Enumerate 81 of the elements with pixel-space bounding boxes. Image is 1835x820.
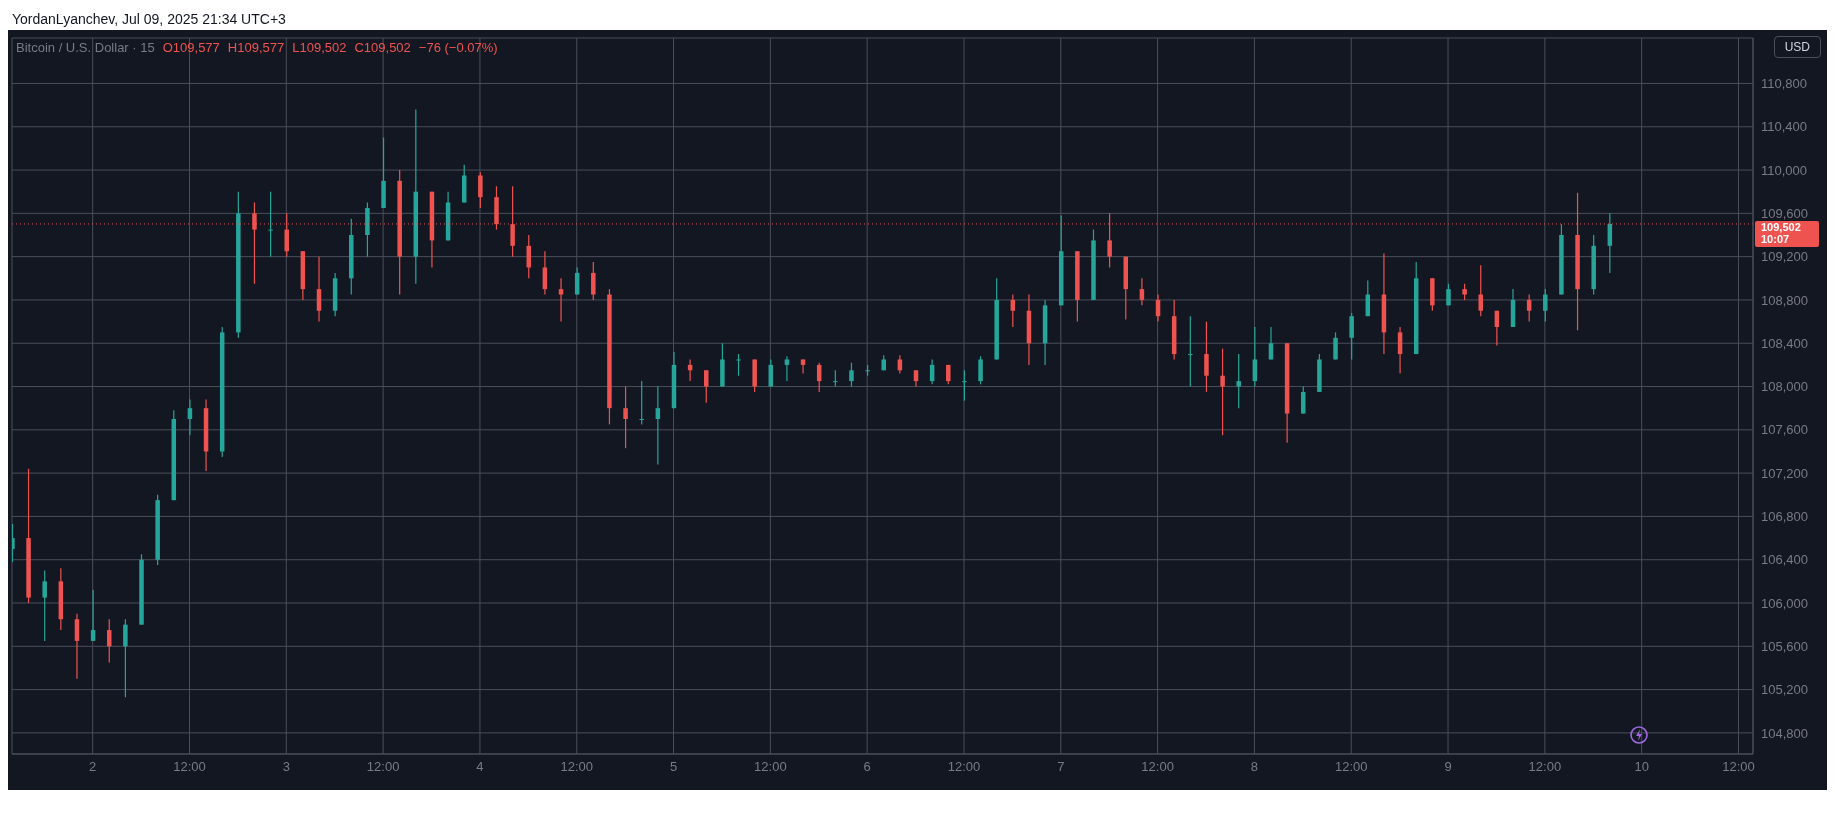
annotation: L109,502 [292,40,347,55]
candlestick [655,385,661,466]
candlestick [187,398,193,436]
y-tick-label: 105,600 [1761,638,1808,654]
candlestick [1252,326,1258,388]
candlestick [1543,288,1548,323]
candlestick [1010,293,1016,328]
candlestick [1301,385,1306,415]
candlestick [1478,264,1483,317]
x-tick-label: 4 [476,759,484,775]
candlestick [962,369,967,402]
annotation: H109,577 [227,40,285,55]
y-tick-label: 106,000 [1761,595,1808,611]
candlestick [784,355,790,382]
y-tick-label: 110,800 [1761,76,1808,92]
x-tick-label: 12:00 [1141,759,1174,775]
candlestick [42,569,47,642]
x-tick-label: 7 [1057,759,1065,775]
x-tick-label: 12:00 [173,759,206,775]
candlestick [123,618,128,698]
candlestick [639,380,644,426]
x-tick-label: 8 [1250,759,1259,775]
x-tick-label: 10 [1634,759,1649,775]
candlestick [1333,331,1338,361]
x-tick-label: 5 [669,759,678,775]
y-tick-label: 110,000 [1761,162,1808,178]
annotation: −76 (−0.07%) [418,40,498,55]
candlestick [1349,312,1354,361]
candlestick [800,358,806,375]
y-axis-title: USD [1773,36,1821,58]
annotation: O109,577 [162,40,220,55]
x-tick-label: 12:00 [754,759,787,775]
candlestick [623,385,628,449]
x-tick-label: 3 [282,759,290,775]
candlestick [978,355,983,385]
x-tick-label: 12:00 [560,759,594,775]
x-tick-label: 12:00 [1528,759,1562,775]
x-tick-label: 12:00 [1722,759,1755,775]
candlestick [74,613,80,680]
y-tick-label: 109,200 [1761,249,1808,265]
candlestick [768,358,774,388]
candlestick [1397,326,1403,375]
x-tick-label: 12:00 [366,759,400,775]
candlestick [704,369,709,404]
ref-line-label: 109,502 10:07 [1761,220,1801,245]
candlestick [90,589,96,642]
candlestick [1220,348,1225,436]
y-tick-label: 108,000 [1761,379,1808,395]
candlestick [897,354,903,375]
y-tick-label: 105,200 [1761,682,1808,698]
x-tick-label: 6 [863,759,871,775]
x-tick-label: 12:00 [947,759,981,775]
candlestick [1139,277,1145,306]
candlestick [478,171,483,209]
annotation: C109,502 [354,40,411,55]
chart-subtitle: YordanLyanchev, Jul 09, 2025 21:34 UTC+3 [11,10,287,29]
candlestick [849,362,854,388]
x-tick-label: 2 [89,759,97,775]
y-tick-label: 109,600 [1761,205,1808,221]
y-tick-label: 107,200 [1761,465,1808,481]
candlestick [542,250,548,296]
candlestick [736,353,741,377]
candlestick [558,277,564,323]
candlestick [574,266,580,296]
chart-title: Bitcoin / U.S. Dollar · 15 [16,40,155,55]
candlestick [591,261,596,301]
x-tick-label: 12:00 [1334,759,1368,775]
y-tick-label: 108,400 [1761,335,1808,351]
candlestick [268,191,273,258]
candlestick [1526,293,1532,323]
candlestick [1188,315,1193,388]
x-tick-label: 9 [1444,759,1452,775]
y-tick-label: 106,800 [1761,509,1808,525]
y-tick-label: 110,400 [1761,119,1808,135]
y-tick-label: 104,800 [1761,725,1808,741]
candlestick [1236,353,1241,409]
y-tick-label: 108,800 [1761,292,1808,308]
y-tick-label: 107,600 [1761,422,1808,438]
y-tick-label: 106,400 [1761,552,1808,568]
candlestick [316,256,322,323]
candlestick [1204,320,1209,393]
